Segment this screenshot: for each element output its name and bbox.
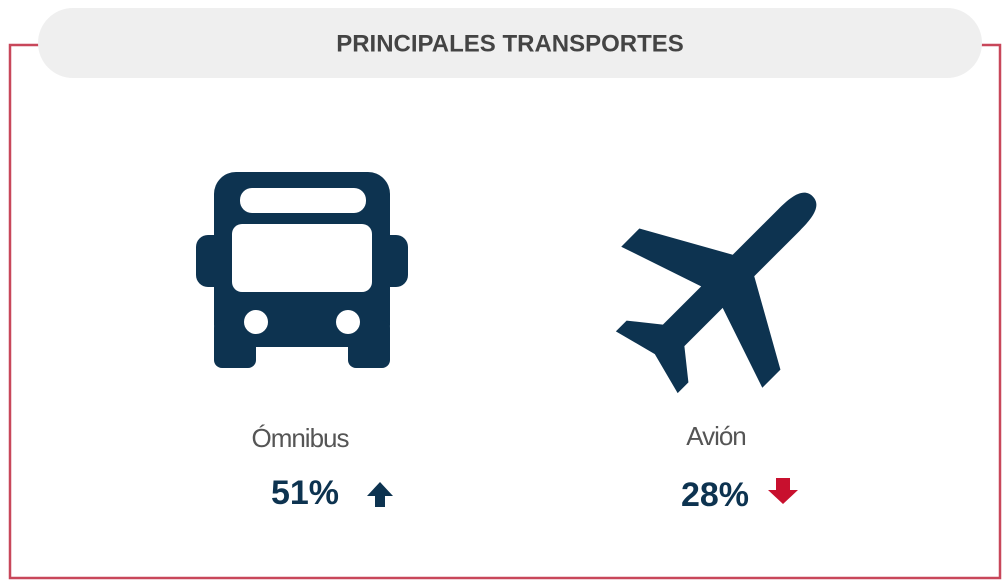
item-value: 51%	[271, 474, 339, 512]
bus-icon	[196, 172, 408, 368]
plane-icon	[615, 192, 817, 394]
title-pill	[38, 8, 982, 78]
title: PRINCIPALES TRANSPORTES	[336, 30, 684, 57]
frame	[8, 43, 1002, 580]
item-label: Avión	[686, 421, 746, 451]
trend-down-arrow	[768, 478, 798, 504]
item-value: 28%	[681, 476, 749, 514]
item-label: Ómnibus	[251, 423, 349, 453]
trend-up-arrow	[367, 482, 393, 507]
